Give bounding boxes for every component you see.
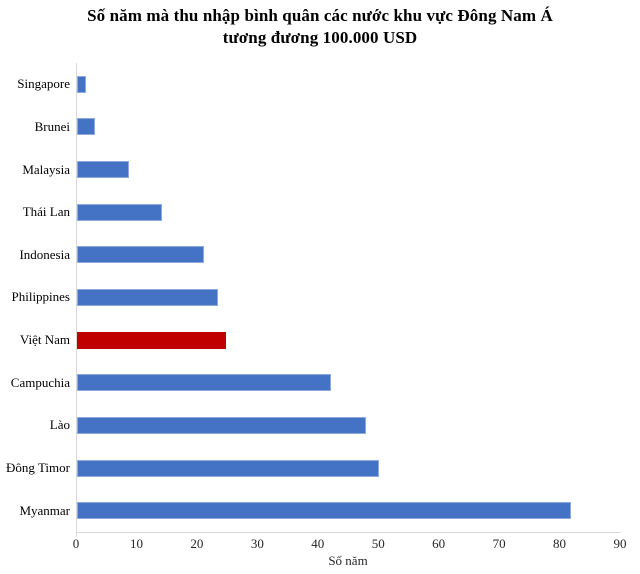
x-tick-label: 40: [311, 536, 325, 551]
x-tick-label: 30: [250, 536, 264, 551]
bar-campuchia: [77, 374, 331, 392]
bar-đông-timor: [77, 459, 380, 477]
bar-row: [77, 234, 621, 277]
bar-việt-nam: [77, 331, 226, 349]
value-axis-title: Số năm: [328, 553, 368, 568]
category-label: Việt Nam: [19, 332, 70, 348]
bar-indonesia: [77, 246, 204, 264]
bar-row: [77, 191, 621, 234]
x-tick-label: 0: [72, 536, 80, 551]
chart-title: Số năm mà thu nhập bình quân các nước kh…: [0, 5, 640, 49]
x-tick-label: 50: [371, 536, 385, 551]
bar-row: [77, 447, 621, 490]
x-tick-label: 90: [613, 536, 627, 551]
bar-thái-lan: [77, 203, 162, 221]
bar-row: [77, 489, 621, 532]
x-tick-label: 80: [553, 536, 567, 551]
bar-row: [77, 148, 621, 191]
category-label: Campuchia: [10, 374, 70, 390]
x-tick-label: 10: [129, 536, 143, 551]
category-label: Thái Lan: [22, 204, 70, 220]
category-label: Indonesia: [19, 246, 70, 262]
category-label: Đông Timor: [6, 460, 70, 476]
bar-row: [77, 404, 621, 447]
bar-myanmar: [77, 502, 571, 520]
category-axis-labels: Singapore Brunei Malaysia Thái Lan Indonesia…: [0, 63, 70, 532]
chart-title-line-2: tương đương 100.000 USD: [222, 28, 418, 47]
x-tick-label: 20: [190, 536, 204, 551]
plot-area: [76, 63, 621, 533]
bar-row: [77, 361, 621, 404]
bar-row: [77, 63, 621, 106]
bar-philippines: [77, 288, 218, 306]
value-axis-tick-labels: 0 10 20 30 40 50 60 70 80 90: [72, 536, 627, 552]
category-label: Brunei: [34, 118, 70, 134]
bar-brunei: [77, 118, 95, 136]
chart-title-line-1: Số năm mà thu nhập bình quân các nước kh…: [87, 6, 553, 25]
bar-row: [77, 276, 621, 319]
axis-tick: [76, 532, 77, 537]
bar-lào: [77, 416, 366, 434]
x-tick-label: 70: [492, 536, 506, 551]
x-tick-label: 60: [432, 536, 446, 551]
bar-malaysia: [77, 161, 129, 179]
bar-row: [77, 319, 621, 362]
category-label: Lào: [49, 417, 70, 433]
category-label: Myanmar: [19, 502, 70, 518]
bar-singapore: [77, 75, 87, 93]
category-label: Malaysia: [22, 161, 70, 177]
bar-row: [77, 106, 621, 149]
category-label: Singapore: [17, 76, 70, 92]
category-label: Philippines: [11, 289, 70, 305]
